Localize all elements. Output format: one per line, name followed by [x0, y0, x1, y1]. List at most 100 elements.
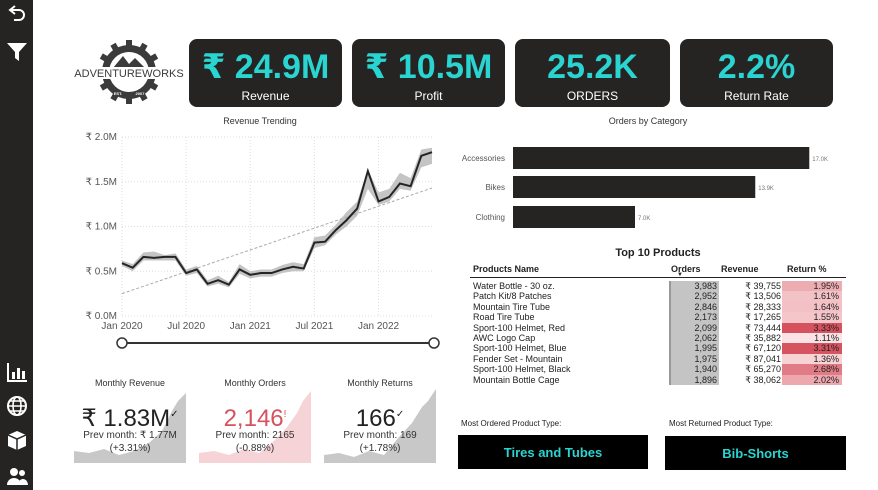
col-return[interactable]: Return %: [787, 264, 827, 274]
monthly-orders-change: (-0.88%): [235, 443, 275, 454]
kpi-return-rate-label: Return Rate: [724, 89, 789, 103]
svg-text:2007: 2007: [136, 91, 146, 96]
category-label: Accessories: [462, 154, 505, 163]
return-heat-cell: [782, 301, 842, 313]
monthly-revenue-title: Monthly Revenue: [94, 378, 166, 388]
table-row[interactable]: Mountain Bottle Cage 1,896 ₹ 38,062 2.02%: [470, 374, 846, 385]
return-heat-cell: [782, 353, 842, 365]
filter-icon[interactable]: [5, 40, 29, 64]
orders-value: 2,952: [694, 291, 717, 302]
revenue-value: ₹ 17,265: [745, 312, 781, 323]
category-bar: [513, 147, 810, 169]
revenue-line: [121, 151, 433, 286]
return-heat-cell: [782, 291, 842, 302]
orders-by-category-chart[interactable]: Accessories 17.0K Bikes 13.9K Clothing 7.0K: [455, 138, 850, 238]
return-value: 1.36%: [813, 353, 839, 364]
x-tick-label: Jul 2020: [167, 321, 205, 332]
table-body: Water Bottle - 30 oz. 3,983 ₹ 39,755 1.95% P…: [470, 281, 846, 385]
table-row[interactable]: Sport-100 Helmet, Blue 1,995 ₹ 67,120 3.31%: [470, 343, 846, 354]
orders-value: 2,062: [694, 332, 717, 343]
monthly-returns-prev: Prev month: 169: [343, 430, 417, 441]
alert-icon: !: [283, 409, 287, 420]
forecast-band: [122, 147, 432, 288]
globe-icon[interactable]: [5, 394, 29, 418]
table-scrollbar[interactable]: [669, 281, 671, 385]
revenue-value: ₹ 73,444: [745, 322, 781, 333]
customers-icon[interactable]: [5, 464, 29, 488]
col-products-name[interactable]: Products Name: [473, 264, 540, 274]
table-row[interactable]: Sport-100 Helmet, Black 1,940 ₹ 65,270 2.68…: [470, 364, 846, 375]
x-tick-label: Jul 2021: [296, 321, 334, 332]
table-row[interactable]: Sport-100 Helmet, Red 2,099 ₹ 73,444 3.33%: [470, 322, 846, 333]
x-tick-label: Jan 2022: [358, 321, 400, 332]
most-returned-label: Most Returned Product Type:: [669, 419, 773, 428]
table-header: Products Name Orders ▼ Revenue Return %: [470, 262, 846, 278]
check-icon: ✓: [170, 409, 179, 420]
logo-text: ADVENTUREWORKS: [74, 68, 183, 80]
monthly-revenue-prev: Prev month: ₹ 1.77M: [83, 430, 177, 441]
revenue-trending-chart[interactable]: ₹ 0.0M ₹ 0.5M ₹ 1.0M ₹ 1.5M ₹ 2.0M Jan 2020 Ju…: [60, 126, 440, 351]
product-name: Road Tire Tube: [473, 312, 535, 323]
return-value: 1.11%: [814, 332, 839, 343]
orders-value: 1,896: [694, 374, 717, 385]
bar-chart-icon[interactable]: [5, 360, 29, 384]
return-heat-cell: [782, 332, 842, 344]
return-value: 1.61%: [813, 291, 839, 302]
table-row[interactable]: Road Tire Tube 2,173 ₹ 17,265 1.55%: [470, 312, 846, 323]
orders-bar: [671, 322, 719, 333]
return-value: 1.64%: [813, 301, 839, 312]
orders-value: 3,983: [694, 281, 717, 291]
undo-icon[interactable]: [5, 2, 29, 26]
kpi-return-rate-card: 2.2% Return Rate: [680, 39, 833, 107]
revenue-value: ₹ 87,041: [745, 353, 781, 364]
return-value: 3.33%: [813, 322, 839, 333]
table-row[interactable]: Fender Set - Mountain 1,975 ₹ 87,041 1.36%: [470, 353, 846, 365]
kpi-profit-label: Profit: [414, 89, 443, 103]
product-name: Water Bottle - 30 oz.: [473, 281, 555, 291]
category-bar: [513, 206, 635, 228]
return-value: 2.68%: [813, 364, 839, 375]
nav-sidebar: [0, 0, 33, 490]
table-row[interactable]: Patch Kit/8 Patches 2,952 ₹ 13,506 1.61%: [470, 291, 846, 302]
return-heat-cell: [782, 312, 842, 323]
revenue-value: ₹ 13,506: [745, 291, 781, 302]
return-heat-cell: [782, 364, 842, 375]
product-name: Sport-100 Helmet, Blue: [473, 343, 567, 354]
product-name: Mountain Tire Tube: [473, 301, 551, 312]
orders-bar: [671, 353, 719, 365]
monthly-orders-prev: Prev month: 2165: [215, 430, 295, 441]
return-heat-cell: [782, 343, 842, 354]
orders-by-category-title: Orders by Category: [608, 116, 688, 126]
orders-bar: [671, 364, 719, 375]
top10-table: Products Name Orders ▼ Revenue Return % …: [470, 262, 846, 385]
revenue-value: ₹ 38,062: [745, 374, 781, 385]
category-bar: [513, 176, 756, 198]
product-name: Sport-100 Helmet, Black: [473, 364, 571, 375]
trend-line: [121, 187, 433, 295]
orders-value: 2,173: [694, 312, 717, 323]
y-tick-label: ₹ 1.5M: [86, 177, 117, 188]
table-row[interactable]: Mountain Tire Tube 2,846 ₹ 28,333 1.64%: [470, 301, 846, 313]
table-row[interactable]: Water Bottle - 30 oz. 3,983 ₹ 39,755 1.95%: [470, 281, 846, 292]
product-name: AWC Logo Cap: [473, 332, 536, 343]
monthly-returns-value: 166✓: [355, 405, 405, 432]
monthly-orders-card: Monthly Orders 2,146! Prev month: 2165 (…: [199, 371, 311, 463]
kpi-return-rate-value: 2.2%: [717, 48, 796, 86]
return-heat-cell: [782, 281, 842, 292]
kpi-orders-value: 25.2K: [547, 48, 638, 86]
orders-bar: [671, 343, 719, 354]
products-icon[interactable]: [5, 428, 29, 452]
table-row[interactable]: AWC Logo Cap 2,062 ₹ 35,882 1.11%: [470, 332, 846, 344]
col-revenue[interactable]: Revenue: [721, 264, 759, 274]
return-value: 3.31%: [813, 343, 839, 354]
sort-desc-icon: ▼: [677, 272, 683, 278]
monthly-returns-change: (+1.78%): [359, 443, 401, 454]
return-heat-cell: [782, 374, 842, 385]
monthly-orders-value: 2,146!: [223, 405, 287, 432]
orders-bar: [671, 332, 719, 344]
col-orders[interactable]: Orders: [671, 264, 701, 274]
kpi-orders-label: ORDERS: [566, 89, 619, 103]
check-icon: ✓: [395, 409, 405, 420]
monthly-orders-sparkline: [199, 391, 311, 463]
revenue-value: ₹ 39,755: [745, 281, 781, 291]
